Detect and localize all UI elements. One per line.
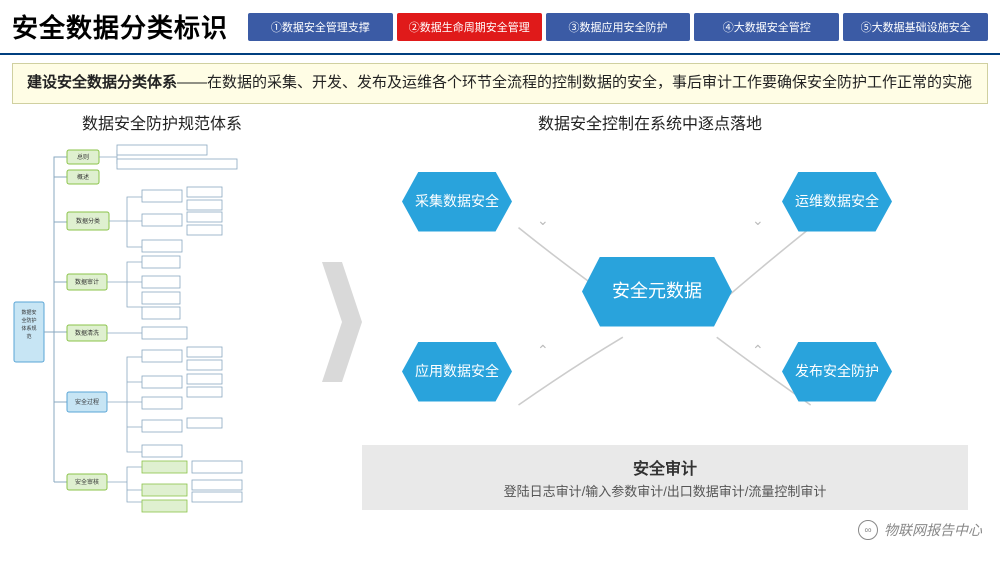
wechat-icon: ∞ (858, 520, 878, 540)
subtitle-right: 数据安全控制在系统中逐点落地 (312, 110, 988, 134)
tab-4[interactable]: ④大数据安全管控 (694, 13, 839, 41)
tab-strip: ①数据安全管理支撑 ②数据生命周期安全管理 ③数据应用安全防护 ④大数据安全管控… (248, 13, 988, 41)
subtitles-row: 数据安全防护规范体系 数据安全控制在系统中逐点落地 (12, 110, 988, 134)
svg-text:数据安: 数据安 (21, 309, 36, 316)
svg-text:概述: 概述 (77, 173, 89, 181)
tab-2-active[interactable]: ②数据生命周期安全管理 (397, 13, 542, 41)
watermark-text: 物联网报告中心 (884, 520, 982, 540)
content-area: 数据安 全防护 体系规 范 总则 概述 数据分类 数据审计 数据清洗 安全过程 … (12, 142, 988, 522)
tick-icon: ⌄ (752, 212, 764, 229)
subtitle-left: 数据安全防护规范体系 (12, 110, 312, 134)
desc-rest: ——在数据的采集、开发、发布及运维各个环节全流程的控制数据的安全，事后审计工作要… (177, 74, 972, 91)
hex-collect: 采集数据安全 (402, 172, 512, 232)
svg-text:总则: 总则 (77, 153, 89, 161)
hex-app: 应用数据安全 (402, 342, 512, 402)
tick-icon: ⌃ (752, 342, 764, 359)
description-panel: 建设安全数据分类体系——在数据的采集、开发、发布及运维各个环节全流程的控制数据的… (12, 63, 988, 104)
hex-ops: 运维数据安全 (782, 172, 892, 232)
audit-title: 安全审计 (372, 455, 958, 479)
svg-text:范: 范 (26, 333, 31, 340)
tick-icon: ⌃ (537, 342, 549, 359)
tab-1[interactable]: ①数据安全管理支撑 (248, 13, 393, 41)
page-title: 安全数据分类标识 (12, 8, 228, 45)
svg-text:全防护: 全防护 (21, 317, 36, 324)
tab-3[interactable]: ③数据应用安全防护 (546, 13, 691, 41)
hex-publish: 发布安全防护 (782, 342, 892, 402)
svg-text:数据清洗: 数据清洗 (75, 329, 99, 337)
svg-text:安全审核: 安全审核 (75, 478, 99, 486)
desc-lead: 建设安全数据分类体系 (27, 74, 177, 91)
audit-subtitle: 登陆日志审计/输入参数审计/出口数据审计/流量控制审计 (372, 481, 958, 500)
tab-5[interactable]: ⑤大数据基础设施安全 (843, 13, 988, 41)
svg-text:数据审计: 数据审计 (75, 278, 99, 286)
hex-center: 安全元数据 (582, 257, 732, 327)
tick-icon: ⌄ (537, 212, 549, 229)
svg-text:数据分类: 数据分类 (76, 217, 100, 225)
big-arrow-icon (322, 262, 362, 382)
audit-panel: 安全审计 登陆日志审计/输入参数审计/出口数据审计/流量控制审计 (362, 445, 968, 510)
header-bar: 安全数据分类标识 ①数据安全管理支撑 ②数据生命周期安全管理 ③数据应用安全防护… (0, 0, 1000, 55)
watermark: ∞ 物联网报告中心 (858, 520, 982, 540)
right-hex-diagram: 采集数据安全 运维数据安全 安全元数据 应用数据安全 发布安全防护 ⌄ ⌄ ⌃ … (362, 142, 988, 522)
tree-diagram: 数据安 全防护 体系规 范 总则 概述 数据分类 数据审计 数据清洗 安全过程 … (12, 142, 312, 522)
svg-text:体系规: 体系规 (21, 325, 36, 332)
svg-text:安全过程: 安全过程 (75, 398, 99, 406)
